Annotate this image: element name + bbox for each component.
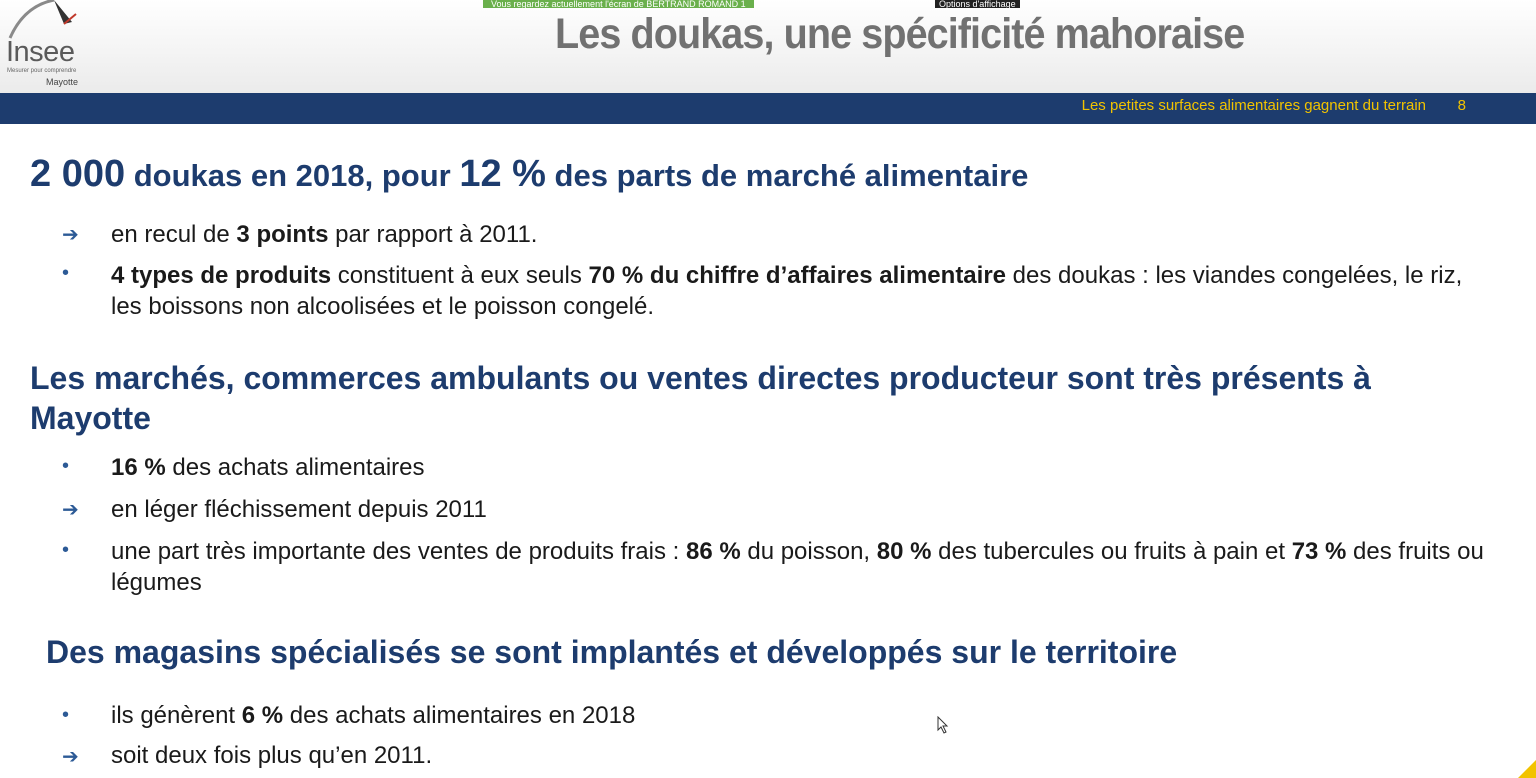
logo-tagline: Mesurer pour comprendre	[7, 68, 77, 74]
dot-bullet-icon: •	[62, 704, 70, 726]
arrow-bullet-icon: ➔	[62, 224, 79, 246]
mouse-cursor-icon	[937, 716, 949, 734]
slide-header: Insee Mesurer pour comprendre Mayotte Vo…	[0, 0, 1536, 93]
display-options-button[interactable]: Options d'affichage	[935, 0, 1020, 8]
logo-name: Insee	[6, 36, 75, 68]
subtitle-bar: Les petites surfaces alimentaires gagnen…	[0, 93, 1536, 124]
insee-logo: Insee Mesurer pour comprendre Mayotte	[2, 0, 86, 90]
page-number: 8	[1457, 97, 1466, 114]
item-text: des fruits ou légumes	[111, 538, 1484, 596]
item-text: ils génèrent	[111, 702, 242, 729]
slide-title: Les doukas, une spécificité mahoraise	[555, 10, 1245, 58]
screen-share-banner: Vous regardez actuellement l'écran de BE…	[483, 0, 754, 8]
item-text: des achats alimentaires en 2018	[283, 702, 636, 729]
item-text: par rapport à 2011.	[328, 221, 538, 248]
item-text: constituent à eux seuls	[331, 262, 589, 289]
item-text: soit deux fois plus qu’en 2011.	[111, 742, 433, 769]
list-item: en recul de 3 points par rapport à 2011.	[111, 219, 1491, 250]
section3-heading: Des magasins spécialisés se sont implant…	[46, 634, 1178, 670]
item-emphasis: 80 %	[876, 538, 932, 565]
item-emphasis: 16 %	[111, 454, 166, 481]
section1-text2: des parts de marché alimentaire	[545, 158, 1029, 193]
dot-bullet-icon: •	[62, 455, 70, 477]
arrow-bullet-icon: ➔	[62, 499, 79, 521]
item-text: en recul de	[111, 221, 237, 248]
logo-arc-icon	[8, 0, 77, 39]
item-emphasis: 70 % du chiffre d’affaires alimentaire	[588, 262, 1007, 289]
arrow-bullet-icon: ➔	[62, 746, 79, 768]
item-text: du poisson,	[740, 538, 877, 565]
section1-text1: doukas en 2018, pour	[125, 158, 460, 193]
item-emphasis: 4 types de produits	[111, 262, 332, 289]
list-item: soit deux fois plus qu’en 2011.	[111, 740, 1491, 771]
list-item: 4 types de produits constituent à eux se…	[111, 260, 1491, 322]
section1-heading: 2 000 doukas en 2018, pour 12 % des part…	[30, 153, 1028, 196]
item-text: des achats alimentaires	[165, 454, 425, 481]
corner-accent-icon	[1518, 760, 1536, 778]
list-item: une part très importante des ventes de p…	[111, 536, 1491, 598]
item-emphasis: 6 %	[241, 702, 284, 729]
item-emphasis: 3 points	[236, 221, 329, 248]
item-text: des doukas : les viandes congelées, le r…	[111, 262, 1463, 320]
section2-heading: Les marchés, commerces ambulants ou vent…	[30, 360, 1371, 436]
item-text: en léger fléchissement depuis 2011	[111, 496, 487, 523]
item-emphasis: 86 %	[685, 538, 741, 565]
doukas-count: 2 000	[30, 153, 126, 195]
list-item: en léger fléchissement depuis 2011	[111, 494, 1491, 525]
dot-bullet-icon: •	[62, 262, 70, 284]
item-text: des tubercules ou fruits à pain et	[931, 538, 1292, 565]
list-item: 16 % des achats alimentaires	[111, 452, 1491, 483]
slide-subtitle: Les petites surfaces alimentaires gagnen…	[1081, 97, 1426, 114]
list-item: ils génèrent 6 % des achats alimentaires…	[111, 700, 1491, 731]
dot-bullet-icon: •	[62, 539, 70, 561]
item-text: une part très importante des ventes de p…	[111, 538, 686, 565]
logo-region: Mayotte	[46, 77, 79, 87]
item-emphasis: 73 %	[1291, 538, 1347, 565]
market-share: 12 %	[459, 153, 546, 195]
